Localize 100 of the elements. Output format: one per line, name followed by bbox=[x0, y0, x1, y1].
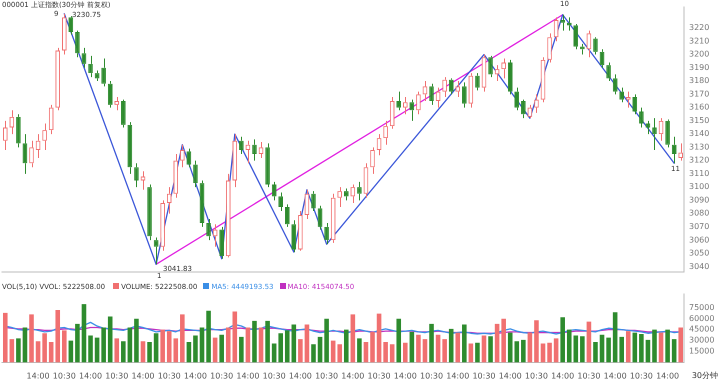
bar bbox=[494, 324, 500, 362]
candlestick bbox=[166, 186, 172, 214]
candlestick bbox=[606, 62, 611, 82]
candlestick bbox=[429, 83, 434, 106]
bar bbox=[344, 330, 349, 362]
bar bbox=[193, 335, 198, 362]
x-tick-label: 10:30 bbox=[420, 371, 444, 380]
candlestick bbox=[121, 99, 126, 128]
candlestick bbox=[383, 120, 388, 146]
bar bbox=[121, 341, 126, 362]
bar bbox=[239, 336, 244, 362]
y-tick-label: 45000 bbox=[689, 324, 714, 334]
bar bbox=[212, 338, 218, 362]
x-tick-label: 10:30 bbox=[52, 371, 76, 380]
bar bbox=[560, 317, 565, 362]
bar bbox=[173, 338, 178, 362]
x-tick-label: 14:00 bbox=[184, 371, 207, 380]
candlestick bbox=[101, 58, 106, 87]
x-tick-label: 14:00 bbox=[551, 371, 574, 380]
bar bbox=[311, 344, 316, 362]
candlestick bbox=[416, 91, 421, 115]
candlestick bbox=[22, 134, 28, 174]
y-tick-label: 60000 bbox=[689, 314, 714, 323]
bar bbox=[330, 340, 336, 362]
candlestick bbox=[442, 76, 447, 98]
candlestick bbox=[639, 107, 644, 128]
bar bbox=[455, 332, 460, 362]
x-tick-label: 10:30 bbox=[158, 371, 181, 380]
bar bbox=[284, 330, 290, 362]
bar bbox=[128, 327, 132, 362]
text: 30分钟 bbox=[692, 370, 718, 381]
candlestick bbox=[272, 181, 276, 201]
bar bbox=[42, 333, 47, 362]
candlestick bbox=[219, 226, 224, 260]
candlestick bbox=[344, 188, 349, 201]
bar bbox=[154, 333, 158, 362]
candlestick bbox=[265, 142, 270, 188]
y-tick-label: 3080 bbox=[689, 208, 710, 218]
candlestick bbox=[298, 210, 303, 252]
candlestick bbox=[55, 47, 60, 111]
bar bbox=[436, 334, 440, 362]
candlestick bbox=[574, 24, 578, 50]
bar bbox=[410, 332, 414, 362]
candlestick bbox=[494, 64, 500, 82]
candlestick bbox=[318, 205, 322, 230]
x-tick-label: 14:00 bbox=[236, 371, 260, 380]
x-tick-label: 10:30 bbox=[315, 371, 338, 380]
candlestick bbox=[632, 94, 638, 115]
x-tick-label: 10:30 bbox=[262, 371, 286, 380]
y-tick-label: 3220 bbox=[689, 23, 710, 32]
bar bbox=[55, 310, 60, 362]
y-tick-label: 3120 bbox=[689, 156, 710, 165]
candlestick bbox=[226, 173, 231, 258]
x-tick-label: 14:00 bbox=[341, 371, 364, 380]
bar bbox=[252, 320, 257, 362]
x-tick-label: 10:30 bbox=[524, 371, 548, 380]
candlestick bbox=[540, 56, 546, 103]
candlestick bbox=[462, 82, 467, 108]
bar bbox=[403, 342, 408, 362]
candlestick bbox=[475, 72, 480, 91]
candlestick bbox=[278, 192, 283, 212]
y-tick-label: 3170 bbox=[689, 89, 710, 98]
candlestick bbox=[646, 120, 650, 135]
candlestick bbox=[619, 87, 624, 103]
bar bbox=[36, 341, 40, 362]
candlestick bbox=[200, 180, 204, 228]
y-tick-label: 3060 bbox=[689, 235, 710, 244]
candlestick bbox=[324, 222, 329, 245]
bar bbox=[134, 318, 139, 362]
y-tick-label: 3210 bbox=[689, 36, 710, 46]
candlestick bbox=[292, 220, 296, 253]
bar bbox=[48, 342, 54, 362]
bar bbox=[442, 339, 447, 362]
candlestick bbox=[514, 87, 520, 111]
bar bbox=[278, 333, 283, 362]
y-tick-label: 75000 bbox=[689, 302, 714, 312]
candlestick bbox=[186, 148, 192, 168]
candlestick bbox=[508, 59, 513, 95]
bar bbox=[10, 339, 14, 362]
bar bbox=[383, 342, 388, 362]
bar bbox=[68, 340, 74, 362]
x-tick-label: 14:00 bbox=[498, 371, 522, 380]
candlestick bbox=[370, 146, 375, 174]
candlestick bbox=[108, 80, 112, 108]
candlestick bbox=[422, 80, 428, 102]
candlestick bbox=[206, 218, 211, 241]
bar bbox=[200, 327, 204, 362]
candlestick bbox=[304, 189, 310, 220]
bar bbox=[376, 314, 382, 362]
bar bbox=[658, 332, 664, 362]
candlestick bbox=[652, 118, 657, 151]
bar bbox=[528, 332, 532, 362]
candlestick bbox=[94, 70, 100, 82]
bar bbox=[186, 342, 192, 362]
y-tick-label: 3070 bbox=[689, 222, 710, 231]
x-tick-label: 14:00 bbox=[446, 371, 470, 380]
bar bbox=[612, 312, 618, 362]
bar bbox=[324, 318, 329, 362]
candlestick bbox=[586, 30, 592, 58]
bar bbox=[22, 327, 28, 362]
